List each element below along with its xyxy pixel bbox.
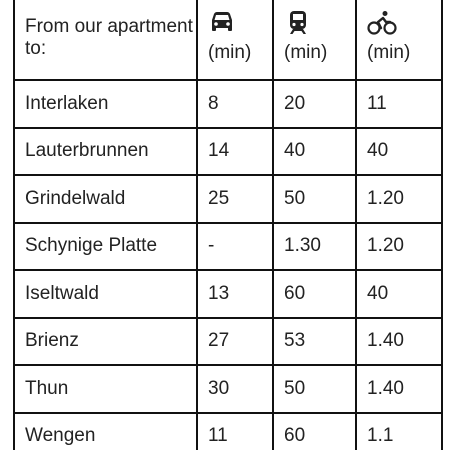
destination-cell: Grindelwald: [13, 174, 198, 224]
table-row: Wengen 11 60 1.1: [13, 411, 443, 450]
car-icon: [208, 10, 272, 36]
bike-time-cell: 40: [355, 126, 443, 176]
destination-cell: Lauterbrunnen: [13, 126, 198, 176]
destination-cell: Iseltwald: [13, 269, 198, 319]
bike-time-cell: 1.20: [355, 221, 443, 271]
bicycle-icon: [367, 10, 441, 36]
header-row: From our apartment to: (min): [13, 0, 443, 81]
header-train: (min): [272, 0, 357, 81]
bike-time-cell: 1.40: [355, 316, 443, 366]
bike-time-cell: 1.1: [355, 411, 443, 450]
table-row: Interlaken 8 20 11: [13, 79, 443, 129]
car-time-cell: 30: [196, 364, 274, 414]
bike-time-cell: 11: [355, 79, 443, 129]
car-time-cell: 27: [196, 316, 274, 366]
header-bike: (min): [355, 0, 443, 81]
table-row: Grindelwald 25 50 1.20: [13, 174, 443, 224]
bike-time-cell: 1.20: [355, 174, 443, 224]
destination-cell: Schynige Platte: [13, 221, 198, 271]
destination-cell: Wengen: [13, 411, 198, 450]
train-time-cell: 1.30: [272, 221, 357, 271]
travel-time-table: From our apartment to: (min): [13, 0, 443, 450]
train-time-cell: 40: [272, 126, 357, 176]
train-time-cell: 50: [272, 174, 357, 224]
bike-time-cell: 1.40: [355, 364, 443, 414]
train-time-cell: 50: [272, 364, 357, 414]
header-train-unit: (min): [284, 41, 328, 63]
car-time-cell: 14: [196, 126, 274, 176]
destination-cell: Thun: [13, 364, 198, 414]
train-time-cell: 53: [272, 316, 357, 366]
header-destination-label: From our apartment to:: [25, 15, 193, 59]
table-row: Brienz 27 53 1.40: [13, 316, 443, 366]
car-time-cell: 11: [196, 411, 274, 450]
car-time-cell: 25: [196, 174, 274, 224]
car-time-cell: 13: [196, 269, 274, 319]
table-row: Thun 30 50 1.40: [13, 364, 443, 414]
bike-time-cell: 40: [355, 269, 443, 319]
header-car: (min): [196, 0, 274, 81]
destination-cell: Brienz: [13, 316, 198, 366]
table-row: Lauterbrunnen 14 40 40: [13, 126, 443, 176]
car-time-cell: 8: [196, 79, 274, 129]
destination-cell: Interlaken: [13, 79, 198, 129]
train-time-cell: 60: [272, 411, 357, 450]
header-destination: From our apartment to:: [13, 0, 198, 81]
table-row: Iseltwald 13 60 40: [13, 269, 443, 319]
header-bike-unit: (min): [367, 41, 411, 63]
car-time-cell: -: [196, 221, 274, 271]
train-time-cell: 60: [272, 269, 357, 319]
train-time-cell: 20: [272, 79, 357, 129]
header-car-unit: (min): [208, 41, 252, 63]
table-row: Schynige Platte - 1.30 1.20: [13, 221, 443, 271]
train-icon: [284, 10, 355, 36]
